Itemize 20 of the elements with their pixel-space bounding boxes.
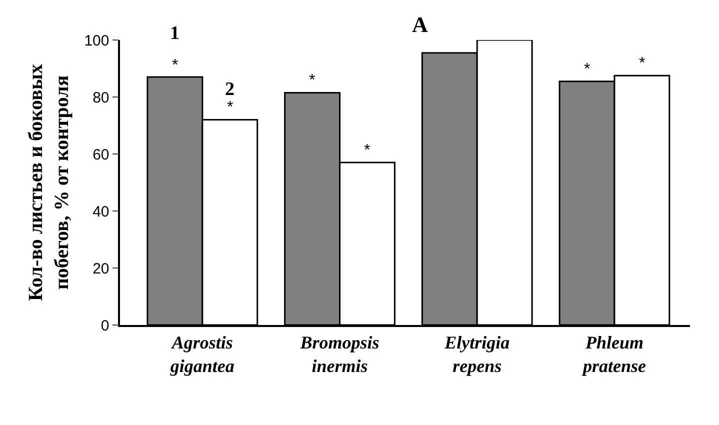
x-tick-label: Agrostis gigantea [169, 332, 234, 376]
annotation: * [364, 142, 370, 159]
y-axis-title: Кол-во листьев и боковых побегов, % от контроля [25, 64, 74, 301]
series-label: 1 [170, 23, 180, 44]
y-tick-label: 20 [92, 260, 110, 278]
y-tick-label: 60 [92, 146, 110, 164]
x-tick-label: Elytrigia repens [444, 332, 510, 376]
annotation: * [639, 55, 646, 72]
chart-title: A [412, 12, 428, 37]
y-tick-label: 0 [100, 317, 110, 334]
y-tick-label: 80 [92, 89, 110, 106]
annotation: * [227, 99, 234, 116]
x-tick-label: Phleum pratense [580, 332, 646, 376]
y-tick-label: 100 [84, 32, 110, 50]
annotation: * [584, 61, 590, 78]
annotation: * [172, 57, 178, 74]
y-tick-label: 40 [92, 203, 110, 220]
series-label: 2 [225, 79, 234, 100]
x-tick-label: Bromopsis inermis [299, 332, 380, 376]
annotation: * [309, 72, 316, 89]
